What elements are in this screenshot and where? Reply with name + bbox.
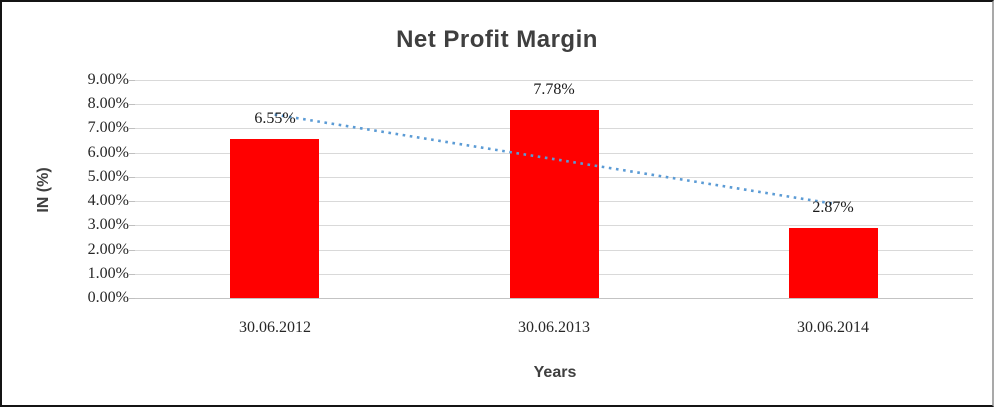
y-tick-mark: [129, 153, 135, 154]
chart-title: Net Profit Margin: [396, 26, 598, 53]
x-axis-line: [135, 298, 973, 299]
y-tick-mark: [129, 201, 135, 202]
bar-30.06.2013: [510, 110, 599, 298]
bar-data-label: 6.55%: [254, 110, 296, 127]
y-tick-label: 0.00%: [87, 289, 129, 306]
x-axis-title: Years: [533, 364, 577, 381]
y-tick-label: 7.00%: [87, 119, 129, 136]
y-tick-label: 8.00%: [87, 95, 129, 112]
y-tick-label: 3.00%: [87, 216, 129, 233]
bar-30.06.2012: [230, 139, 319, 298]
y-tick-mark: [129, 104, 135, 105]
y-tick-mark: [129, 274, 135, 275]
y-tick-mark: [129, 250, 135, 251]
bar-data-label: 7.78%: [533, 81, 575, 98]
y-tick-mark: [129, 225, 135, 226]
bar-data-label: 2.87%: [812, 199, 854, 216]
x-tick-label: 30.06.2012: [239, 319, 311, 336]
y-tick-mark: [129, 177, 135, 178]
x-tick-label: 30.06.2014: [797, 319, 869, 336]
y-tick-label: 1.00%: [87, 265, 129, 282]
y-tick-mark: [129, 128, 135, 129]
gridline: [135, 80, 973, 81]
y-tick-label: 4.00%: [87, 192, 129, 209]
gridline: [135, 104, 973, 105]
y-tick-mark: [129, 80, 135, 81]
y-tick-mark: [129, 298, 135, 299]
y-tick-label: 5.00%: [87, 168, 129, 185]
y-tick-label: 2.00%: [87, 241, 129, 258]
bar-30.06.2014: [789, 228, 878, 298]
x-tick-label: 30.06.2013: [518, 319, 590, 336]
y-tick-label: 9.00%: [87, 71, 129, 88]
y-tick-label: 6.00%: [87, 144, 129, 161]
